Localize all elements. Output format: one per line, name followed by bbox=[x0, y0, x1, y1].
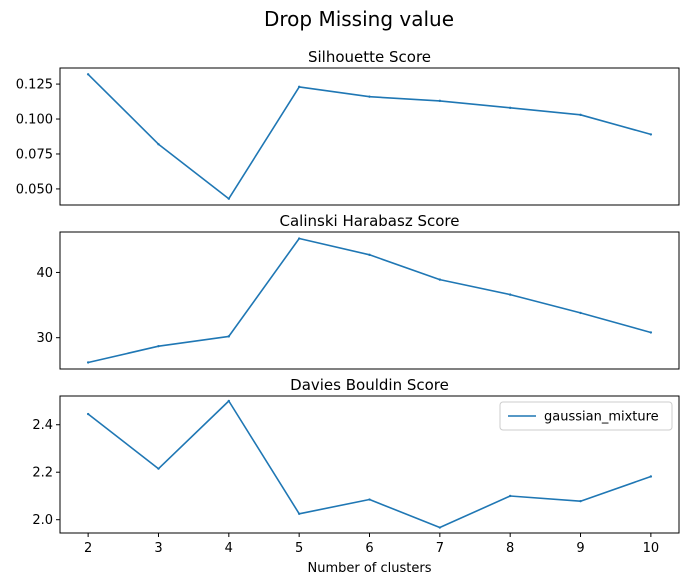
data-point bbox=[227, 399, 231, 403]
data-point bbox=[438, 526, 442, 529]
data-point bbox=[438, 278, 442, 281]
data-point bbox=[579, 499, 582, 503]
chart-title: Davies Bouldin Score bbox=[290, 376, 449, 394]
data-point bbox=[86, 73, 90, 76]
y-tick-label: 2.2 bbox=[32, 466, 53, 481]
data-point bbox=[368, 95, 371, 98]
data-point bbox=[649, 133, 653, 136]
y-tick-label: 2.4 bbox=[32, 418, 53, 433]
data-point bbox=[297, 85, 301, 89]
data-point bbox=[508, 106, 512, 110]
data-point bbox=[438, 99, 442, 103]
x-tick-label: 4 bbox=[225, 541, 233, 556]
y-tick-label: 40 bbox=[36, 266, 53, 281]
axes-frame bbox=[59, 231, 680, 370]
y-tick-label: 2.0 bbox=[32, 513, 53, 528]
x-tick-label: 8 bbox=[506, 541, 514, 556]
data-point bbox=[508, 293, 512, 296]
data-point bbox=[297, 512, 301, 515]
y-tick-label: 0.125 bbox=[16, 78, 53, 93]
x-tick-label: 5 bbox=[295, 541, 303, 556]
y-tick-label: 0.100 bbox=[16, 113, 53, 128]
data-point bbox=[368, 498, 371, 501]
data-point bbox=[157, 467, 160, 470]
data-point bbox=[579, 311, 582, 315]
x-tick-label: 9 bbox=[576, 541, 584, 556]
data-point bbox=[649, 331, 653, 334]
x-tick-label: 2 bbox=[84, 541, 92, 556]
axes-frame bbox=[59, 395, 680, 534]
y-tick-label: 0.075 bbox=[16, 147, 53, 162]
data-point bbox=[227, 197, 231, 200]
chart-title: Calinski Harabasz Score bbox=[280, 212, 460, 230]
y-tick-label: 30 bbox=[36, 331, 53, 346]
series-line bbox=[87, 73, 652, 200]
data-point bbox=[157, 142, 160, 146]
series-line bbox=[87, 237, 652, 364]
legend: gaussian_mixture bbox=[499, 401, 673, 431]
chart-title: Silhouette Score bbox=[308, 48, 431, 66]
data-point bbox=[368, 253, 371, 257]
data-point bbox=[86, 412, 90, 416]
y-tick-label: 0.050 bbox=[16, 182, 53, 197]
x-tick-label: 7 bbox=[436, 541, 444, 556]
data-point bbox=[227, 335, 231, 338]
data-point bbox=[86, 361, 90, 364]
data-point bbox=[579, 113, 582, 117]
chart-panel-1: Silhouette Score 0.050 0.075 0.100 0.125 bbox=[16, 48, 680, 206]
legend-box bbox=[499, 401, 673, 431]
x-tick-label: 3 bbox=[154, 541, 162, 556]
x-tick-label: 6 bbox=[365, 541, 373, 556]
chart-panel-2: Calinski Harabasz Score 30 40 bbox=[36, 212, 680, 370]
data-point bbox=[297, 237, 301, 240]
x-tick-label: 10 bbox=[643, 541, 660, 556]
data-point bbox=[157, 344, 160, 348]
legend-label: gaussian_mixture bbox=[544, 410, 659, 425]
data-point bbox=[508, 494, 512, 498]
chart-panel-3: Davies Bouldin Score 2.0 2.2 2.4 2 3 4 5 6 7 8 9 10 N… bbox=[32, 376, 680, 576]
x-axis-label: Number of clusters bbox=[307, 561, 431, 576]
data-point bbox=[649, 475, 653, 478]
figure-title: Drop Missing value bbox=[264, 7, 454, 31]
axes-frame bbox=[59, 67, 680, 206]
